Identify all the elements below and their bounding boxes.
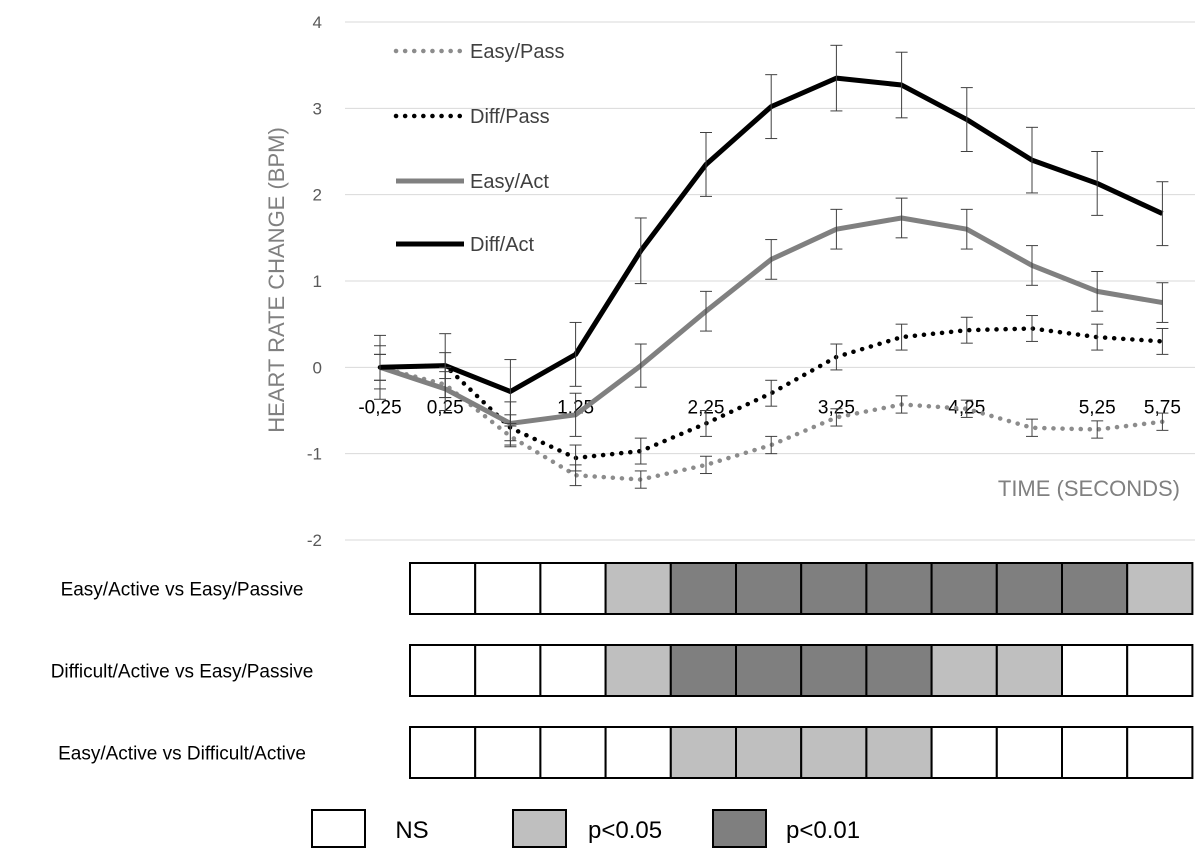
y-tick-label: -2 [307,531,322,550]
significance-cell [800,644,868,697]
y-axis-ticks: -2 -1 0 1 2 3 4 [307,13,322,550]
x-tick-label: 3,25 [818,397,855,418]
significance-cell [865,644,933,697]
significance-cell [669,562,737,615]
significance-cell [409,644,477,697]
significance-cell [604,562,672,615]
y-axis-title: HEART RATE CHANGE (BPM) [264,127,289,433]
x-axis-title: TIME (SECONDS) [998,476,1180,501]
significance-grid: Easy/Active vs Easy/Passive Difficult/Act… [51,562,1194,779]
significance-cell [735,644,803,697]
significance-cell [930,562,998,615]
significance-cell [1061,644,1129,697]
significance-legend-label: NS [395,817,428,844]
significance-cell [604,644,672,697]
significance-cell [669,726,737,779]
significance-legend-swatch [512,809,567,848]
significance-cell [930,726,998,779]
significance-cell [865,726,933,779]
significance-legend-label: p<0.01 [786,817,860,844]
significance-cell [539,562,607,615]
y-tick-label: -1 [307,445,322,464]
significance-cell [735,562,803,615]
x-tick-label: 5,25 [1079,397,1116,418]
y-tick-label: 1 [313,272,322,291]
significance-cell [1061,726,1129,779]
legend-label: Diff/Pass [470,106,550,128]
significance-cell [800,726,868,779]
significance-cell [539,726,607,779]
significance-legend: NS p<0.05 p<0.01 [311,809,860,848]
legend-label: Easy/Pass [470,41,564,63]
significance-cell [1126,562,1194,615]
significance-cell [995,726,1063,779]
significance-legend-swatch [712,809,767,848]
significance-cell [474,562,542,615]
significance-cell [1126,644,1194,697]
x-tick-label: 2,25 [688,397,725,418]
x-tick-label: 5,75 [1144,397,1181,418]
significance-cell [1061,562,1129,615]
significance-row-label: Difficult/Active vs Easy/Passive [51,662,314,683]
significance-cell [669,644,737,697]
x-axis-ticks: -0,25 0,25 1,25 2,25 3,25 4,25 5,25 5,75 [358,397,1181,418]
significance-cell [539,644,607,697]
error-bars [374,44,1169,489]
y-tick-label: 0 [313,358,322,377]
significance-row-label: Easy/Active vs Difficult/Active [58,744,306,765]
y-tick-label: 3 [313,99,322,118]
significance-legend-label: p<0.05 [588,817,662,844]
legend-label: Diff/Act [470,234,535,256]
significance-cell [604,726,672,779]
significance-cell [800,562,868,615]
significance-cell [995,562,1063,615]
y-tick-label: 4 [313,13,322,32]
y-tick-label: 2 [313,186,322,205]
significance-cell [409,726,477,779]
significance-cell [865,562,933,615]
significance-legend-swatch [311,809,366,848]
significance-row-label: Easy/Active vs Easy/Passive [61,580,304,601]
significance-cell [409,562,477,615]
legend-label: Easy/Act [470,171,549,193]
significance-cell [995,644,1063,697]
significance-cell [474,726,542,779]
significance-cell [735,726,803,779]
significance-cell [1126,726,1194,779]
significance-cell [930,644,998,697]
significance-cell [474,644,542,697]
x-tick-label: -0,25 [358,397,401,418]
chart-legend: Easy/Pass Diff/Pass Easy/Act Diff/Act [393,41,564,256]
